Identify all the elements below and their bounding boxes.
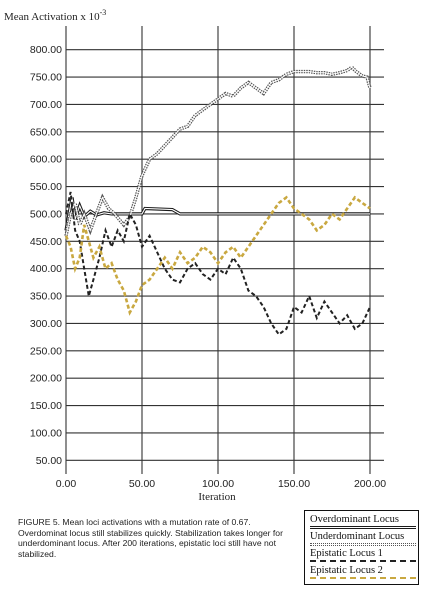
y-tick-label: 400.00 bbox=[30, 263, 62, 275]
series-epistatic-locus-2 bbox=[64, 195, 371, 316]
legend: Overdominant Locus Underdominant Locus E… bbox=[304, 510, 419, 585]
y-tick-label: 600.00 bbox=[30, 154, 62, 166]
tick-labels: 50.00 100.00 150.00 200.00 250.00 300.00 350.0… bbox=[30, 44, 386, 490]
y-axis-title-text: Mean Activation x 10 bbox=[4, 11, 100, 23]
y-tick-label: 50.00 bbox=[36, 455, 62, 467]
legend-swatch bbox=[310, 526, 416, 529]
legend-label: Epistatic Locus 2 bbox=[310, 565, 383, 576]
legend-item-underdominant-locus: Underdominant Locus bbox=[310, 531, 416, 548]
y-axis-title-exponent: -3 bbox=[100, 8, 107, 17]
series-line bbox=[64, 195, 371, 316]
y-tick-label: 300.00 bbox=[30, 318, 62, 330]
y-tick-label: 700.00 bbox=[30, 99, 62, 111]
legend-item-overdominant-locus: Overdominant Locus bbox=[310, 514, 416, 531]
x-tick-label: 200.00 bbox=[354, 478, 386, 490]
legend-swatch bbox=[310, 543, 416, 546]
series-overdominant-locus bbox=[64, 197, 370, 231]
series-epistatic-locus-1 bbox=[65, 191, 371, 336]
y-tick-label: 500.00 bbox=[30, 208, 62, 220]
series-line-inner bbox=[65, 66, 371, 236]
y-tick-label: 650.00 bbox=[30, 126, 62, 138]
legend-item-epistatic-locus-1: Epistatic Locus 1 bbox=[310, 548, 416, 565]
x-tick-label: 100.00 bbox=[202, 478, 234, 490]
legend-label: Underdominant Locus bbox=[310, 531, 405, 542]
figure-caption: FIGURE 5. Mean loci activations with a m… bbox=[18, 517, 283, 559]
x-tick-label: 50.00 bbox=[129, 478, 155, 490]
legend-swatch bbox=[310, 560, 416, 562]
legend-label: Epistatic Locus 1 bbox=[310, 548, 383, 559]
y-tick-label: 200.00 bbox=[30, 373, 62, 385]
y-axis-title: Mean Activation x 10-3 bbox=[4, 8, 106, 23]
y-tick-label: 800.00 bbox=[30, 44, 62, 56]
y-tick-label: 550.00 bbox=[30, 181, 62, 193]
series-lines bbox=[64, 64, 372, 336]
legend-swatch bbox=[310, 577, 416, 579]
series-line-inner bbox=[65, 197, 370, 231]
y-tick-label: 250.00 bbox=[30, 345, 62, 357]
x-tick-label: 150.00 bbox=[278, 478, 310, 490]
series-underdominant-locus bbox=[64, 64, 372, 237]
legend-item-epistatic-locus-2: Epistatic Locus 2 bbox=[310, 565, 416, 582]
legend-label: Overdominant Locus bbox=[310, 514, 399, 525]
y-tick-label: 100.00 bbox=[30, 427, 62, 439]
y-tick-label: 450.00 bbox=[30, 236, 62, 248]
y-tick-label: 750.00 bbox=[30, 72, 62, 84]
y-tick-label: 150.00 bbox=[30, 400, 62, 412]
x-tick-label: 0.00 bbox=[56, 478, 77, 490]
y-tick-label: 350.00 bbox=[30, 291, 62, 303]
series-line bbox=[65, 191, 371, 336]
x-axis-title: Iteration bbox=[198, 491, 236, 503]
